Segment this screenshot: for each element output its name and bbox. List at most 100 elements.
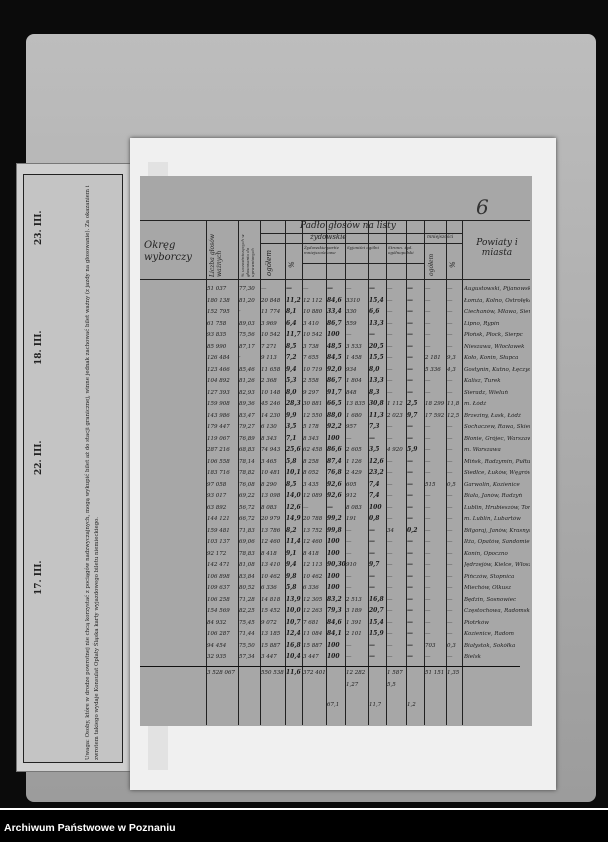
cell-value: 12,6 [369, 457, 384, 465]
cell-value: 76,89 [239, 435, 255, 442]
column-rule [326, 220, 327, 725]
table-row: 63 892 56,72 8 083 12,6— —8 083 100— — — — Lublin… [140, 503, 532, 515]
table-row: 103 137 69,06 12 460 11,4 12 460 100— — — — — — Iłż… [140, 537, 532, 549]
cell-value: — [407, 653, 413, 660]
cell-value: — [387, 435, 393, 442]
cell-value: 86,7 [327, 377, 342, 384]
cell-value: — [425, 539, 431, 545]
cell-value: 84,6 [327, 296, 342, 304]
cell-value: 10 462 [303, 573, 323, 580]
cell-value: 127 393 [207, 389, 230, 396]
totals-rule [140, 666, 520, 667]
cell-value: — [387, 550, 393, 557]
cell-value: 8,3 [369, 388, 380, 396]
cell-value: 10 542 [261, 332, 281, 338]
cell-value: 9,4 [286, 365, 297, 373]
cell-value: 11 658 [261, 366, 281, 373]
cell-value: 605 [346, 481, 357, 488]
party-1-header: Żydowskie partie mniejszościowe [304, 245, 339, 255]
district-remarks: Siedlce, Łuków, Węgrów [464, 470, 530, 476]
cell-value: 152 795 [207, 309, 230, 315]
cell-value: — [407, 354, 413, 361]
column-rule [238, 220, 239, 725]
cell-value: 84,6 [327, 618, 342, 626]
cell-value: 7,4 [369, 480, 380, 488]
cell-value: — [387, 366, 393, 373]
cell-value: 106 287 [207, 631, 230, 637]
cell-value: — [387, 504, 393, 511]
cell-value: 12 305 [303, 596, 323, 603]
cell-value: — [425, 309, 431, 315]
ledger-page [140, 176, 532, 726]
table-row: 154 569 82,25 15 452 10,0 12 263 79,3 3 189 20,… [140, 606, 532, 618]
cell-value: 11 774 [261, 309, 281, 315]
scan-photo: 23. III. 18. III. 22. III. 17. III. Uwag… [0, 0, 608, 808]
cell-value: 2 023 [387, 412, 403, 419]
turnout-header: % uczestniczących w głosowaniu do uprawn… [240, 234, 255, 277]
cell-value: 142 471 [207, 562, 230, 568]
cell-value: — [425, 573, 431, 580]
cell-value: 550 538 [261, 670, 284, 676]
cell-value: — [447, 493, 453, 499]
cell-value: 81,08 [239, 562, 255, 568]
cell-value: 15,4 [369, 296, 384, 304]
cell-value: 3 435 [303, 481, 319, 488]
cell-value: — [387, 378, 393, 384]
cell-value: 119 067 [207, 435, 230, 442]
cell-value: — [407, 515, 413, 522]
cell-value: 79,27 [239, 424, 255, 430]
cell-value: 69,06 [239, 539, 255, 545]
total-header: ogółem [265, 250, 273, 276]
cell-value: 100 [327, 549, 340, 557]
cell-value: 100 [327, 584, 340, 591]
cell-value: — [407, 342, 413, 350]
cell-value: 10 719 [303, 366, 323, 373]
cell-value: — [447, 550, 453, 557]
cell-value: 12 263 [303, 608, 323, 614]
cell-value: 61 758 [207, 320, 227, 327]
cell-value: — [327, 285, 333, 292]
cell-value: — [447, 619, 453, 626]
party-3-header: Stronn. żyd. ogólnopolski [388, 245, 414, 255]
date-label: 23. III. [34, 210, 44, 245]
cell-value: — [369, 331, 375, 338]
cell-value: — [286, 285, 292, 292]
district-remarks: Kozienice, Radom [464, 631, 514, 637]
valid-votes-header: Liczba głosów ważnych [209, 234, 223, 277]
cell-value: — [447, 573, 453, 580]
cell-value: 34 [387, 527, 394, 534]
table-row: 109 637 80,52 6 336 5,8 6 336 100 — — — — — — Miechó… [140, 583, 532, 595]
cell-value: 94 454 [207, 642, 227, 649]
district-remarks: Gostynin, Kutno, Łęczyca [464, 366, 530, 373]
table-row: 119 067 76,89 8 343 7,1 8 343 100 — — — — — — Błonie… [140, 434, 532, 446]
cell-value: — [369, 584, 375, 591]
cell-value: 100 [327, 641, 340, 649]
cell-value: — [425, 596, 431, 603]
cell-value: 8 343 [303, 435, 319, 442]
cell-value: 106 558 [207, 458, 230, 465]
cell-value: — [447, 389, 453, 396]
cell-value: — [407, 595, 413, 603]
cell-value: 123 466 [207, 366, 230, 373]
date-label: 17. III. [34, 560, 44, 595]
cell-value: 0,3 [447, 642, 456, 649]
cell-value: — [425, 585, 431, 591]
cell-value: — [447, 286, 453, 292]
cell-value: — [303, 286, 309, 292]
cell-value: 71,83 [239, 527, 255, 534]
cell-value: 910 [346, 562, 357, 568]
cell-value: 3 533 [346, 343, 362, 350]
table-row: 183 716 78,82 10 481 10,1 8 052 76,8 2 429 23,2… [140, 468, 532, 480]
cell-value: 81,20 [239, 297, 255, 304]
cell-value: 106 898 [207, 573, 230, 580]
column-rule [406, 220, 407, 725]
table-row: 159 908 89,36 45 246 28,3 30 881 66,5 13 835 30… [140, 399, 532, 411]
cell-value: — [387, 619, 393, 626]
district-remarks: Płońsk, Płock, Sierpc [464, 332, 523, 338]
totals-row-second-line: 1,27 5,5 [140, 680, 532, 692]
cell-value: 63 892 [207, 504, 227, 511]
district-remarks: Sochaczew, Rawa, Skierniewice [464, 424, 530, 430]
table-row: 61 758 89,03 3 969 6,4 3 410 86,7 559 13,3— — — — L… [140, 319, 532, 331]
table-row: 92 172 78,83 8 418 9,1 8 418 100 — — — — — — Konin, … [140, 549, 532, 561]
table-row: 93 835 75,56 10 542 11,7 10 542 100— — — — — — Płoń… [140, 330, 532, 342]
